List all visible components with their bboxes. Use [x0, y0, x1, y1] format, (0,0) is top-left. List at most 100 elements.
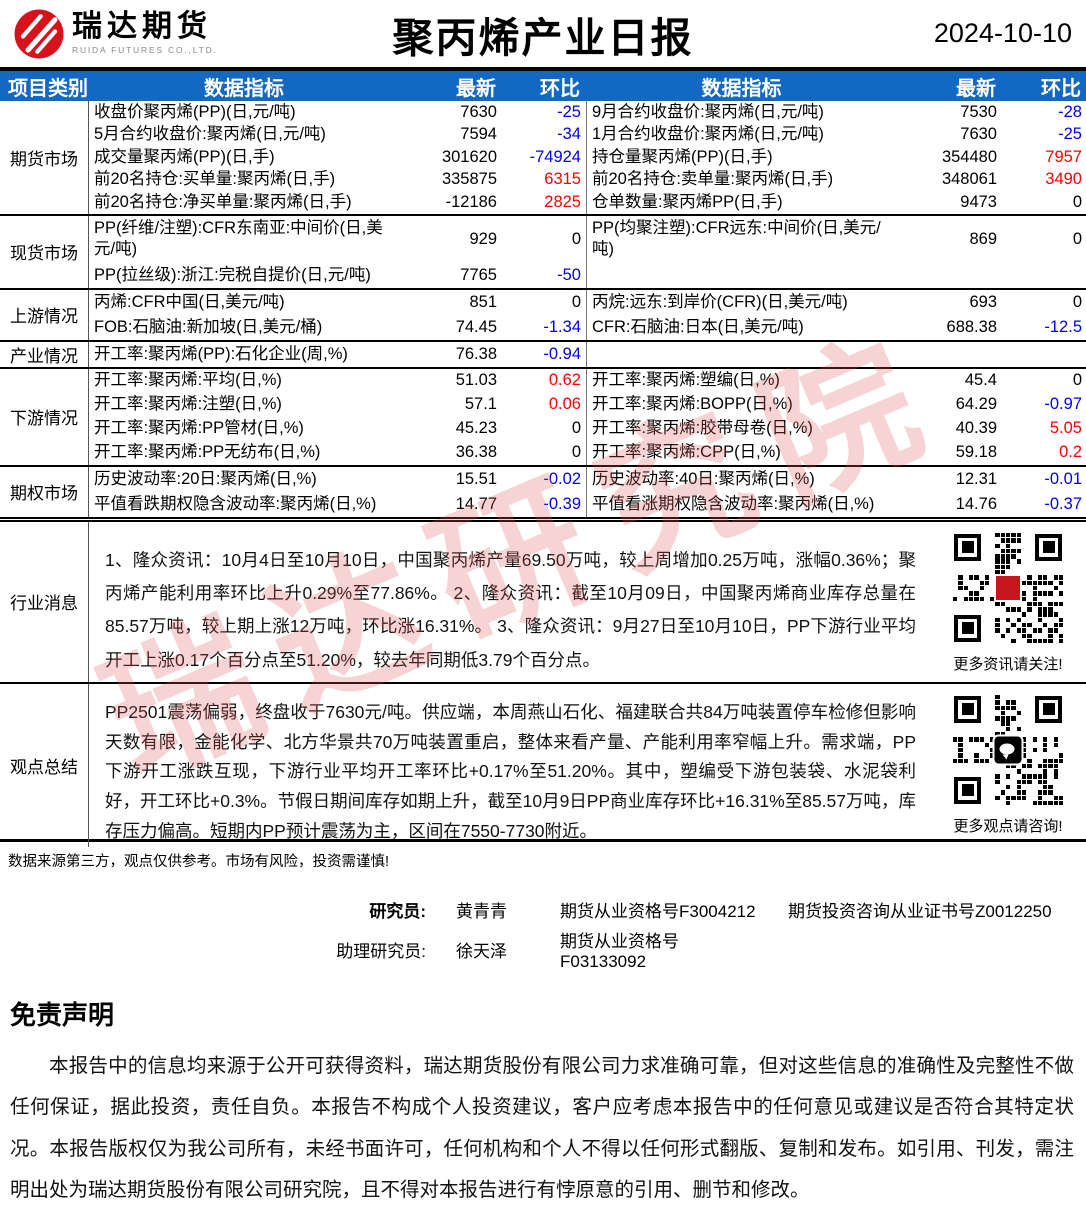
- table-row: 开工率:聚丙烯:PP管材(日,%) 45.23 0 开工率:聚丙烯:胶带母卷(日,%)…: [89, 416, 1086, 441]
- chg-cell: -34: [557, 125, 581, 144]
- chg-cell: -50: [557, 265, 581, 284]
- indicator-cell: [586, 262, 899, 288]
- assistant-row: 助理研究员: 徐天泽 期货从业资格号F03133092: [0, 927, 1086, 971]
- latest-cell: 688.38: [946, 317, 997, 336]
- latest-cell: 14.77: [455, 494, 497, 513]
- indicator-cell: 仓单数量:聚丙烯PP(日,手): [586, 191, 899, 214]
- category-label: 下游情况: [10, 409, 78, 429]
- assistant-name: 徐天泽: [456, 941, 507, 961]
- industry-news-text: 1、隆众资讯：10月4日至10月10日，中国聚丙烯产量69.50万吨，较上周增加…: [105, 549, 916, 670]
- latest-cell: 57.1: [464, 395, 497, 414]
- disclaimer-body: 本报告中的信息均来源于公开可获得资料，瑞达期货股份有限公司力求准确可靠，但对这些…: [10, 1054, 1074, 1201]
- researcher-cert: 期货从业资格号F3004212: [560, 902, 756, 922]
- qr-finder-icon: [1035, 695, 1062, 723]
- latest-cell: 40.39: [955, 419, 997, 438]
- ruida-badge-icon: [994, 573, 1022, 602]
- latest-cell: 76.38: [455, 344, 497, 363]
- indicator-cell: 收盘价聚丙烯(PP)(日,元/吨): [94, 102, 296, 121]
- latest-cell: [899, 263, 1009, 288]
- latest-cell: 335875: [441, 170, 497, 189]
- chg-cell: 0: [1072, 292, 1082, 311]
- chg-cell: -28: [1058, 102, 1082, 121]
- table-row: 成交量聚丙烯(PP)(日,手) 301620 -74924 持仓量聚丙烯(PP)(日,…: [89, 146, 1086, 169]
- indicator-cell: 前20名持仓:净买单量:聚丙烯(日,手): [94, 192, 352, 211]
- col-category: 项目类别: [8, 77, 88, 100]
- qr-caption: 更多观点请咨询!: [953, 817, 1063, 835]
- latest-cell: 693: [969, 292, 997, 311]
- section-upstream: 上游情况 丙烯:CFR中国(日,美元/吨) 851 0 丙烷:远东:到岸价(CFR)(…: [0, 289, 1086, 342]
- col-latest-left: 最新: [456, 77, 496, 100]
- indicator-cell: 开工率:聚丙烯:塑编(日,%): [586, 368, 899, 393]
- qr-finder-icon: [954, 614, 981, 642]
- section-downstream: 下游情况 开工率:聚丙烯:平均(日,%) 51.03 0.62 开工率:聚丙烯:塑编(…: [0, 368, 1086, 467]
- indicator-cell: 开工率:聚丙烯:平均(日,%): [94, 371, 282, 390]
- col-chg-left: 环比: [540, 77, 580, 100]
- section-industry-news: 行业消息 1、隆众资讯：10月4日至10月10日，中国聚丙烯产量69.50万吨，…: [0, 521, 1086, 684]
- table-row: 前20名持仓:买单量:聚丙烯(日,手) 335875 6315 前20名持仓:卖单量:…: [89, 168, 1086, 192]
- section-viewpoint-summary: 观点总结 PP2501震荡偏弱，终盘收于7630元/吨。供应端，本周燕山石化、福…: [0, 683, 1086, 847]
- table-row: 5月合约收盘价:聚丙烯(日,元/吨) 7594 -34 1月合约收盘价:聚丙烯(日,元…: [89, 123, 1086, 147]
- chg-cell: -0.37: [1044, 494, 1082, 513]
- latest-cell: 9473: [960, 192, 997, 211]
- latest-cell: 12.31: [955, 469, 997, 488]
- indicator-cell: 历史波动率:40日:聚丙烯(日,%): [586, 466, 899, 492]
- indicator-cell: 持仓量聚丙烯(PP)(日,手): [586, 146, 899, 169]
- latest-cell: 7630: [460, 102, 497, 121]
- chg-cell: -0.94: [543, 344, 581, 363]
- chg-cell: 6315: [544, 170, 581, 189]
- table-row: 历史波动率:20日:聚丙烯(日,%) 15.51 -0.02 历史波动率:40日:聚丙…: [89, 466, 1086, 492]
- indicator-cell: 平值看跌期权隐含波动率:聚丙烯(日,%): [94, 494, 377, 513]
- indicator-cell: 1月合约收盘价:聚丙烯(日,元/吨): [586, 123, 899, 147]
- chg-cell: 5.05: [1049, 419, 1082, 438]
- table-row: 收盘价聚丙烯(PP)(日,元/吨) 7630 -25 9月合约收盘价:聚丙烯(日,元/…: [89, 101, 1086, 124]
- chg-cell: 0: [571, 419, 581, 438]
- section-futures-market: 期货市场 收盘价聚丙烯(PP)(日,元/吨) 7630 -25 9月合约收盘价:聚丙烯…: [0, 101, 1086, 216]
- indicator-cell: FOB:石脑油:新加坡(日,美元/桶): [94, 317, 323, 336]
- qr-finder-icon: [954, 695, 981, 723]
- chg-cell: 0.06: [548, 395, 581, 414]
- latest-cell: 64.29: [955, 395, 997, 414]
- latest-cell: 51.03: [455, 371, 497, 390]
- table-row: 前20名持仓:净买单量:聚丙烯(日,手) -12186 2825 仓单数量:聚丙烯PP…: [89, 191, 1086, 214]
- indicator-cell: PP(拉丝级):浙江:完税自提价(日,元/吨): [94, 265, 371, 284]
- category-label: 期货市场: [10, 149, 78, 169]
- indicator-cell: [586, 341, 899, 367]
- latest-cell: 7765: [460, 265, 497, 284]
- table-row: PP(拉丝级):浙江:完税自提价(日,元/吨) 7765 -50: [89, 262, 1086, 288]
- logo-text-en: RUIDA FUTURES CO.,LTD.: [72, 45, 218, 55]
- chg-cell: -0.39: [543, 494, 581, 513]
- chg-cell: -12.5: [1044, 317, 1082, 336]
- indicator-cell: 开工率:聚丙烯:PP无纺布(日,%): [94, 443, 321, 462]
- chg-cell: 0: [571, 443, 581, 462]
- page-title: 聚丙烯产业日报: [392, 14, 694, 61]
- qr-finder-icon: [954, 776, 981, 804]
- indicator-cell: 平值看涨期权隐含波动率:聚丙烯(日,%): [586, 491, 899, 517]
- viewpoint-summary-text: PP2501震荡偏弱，终盘收于7630元/吨。供应端，本周燕山石化、福建联合共8…: [105, 701, 917, 841]
- indicator-cell: 开工率:聚丙烯:CPP(日,%): [586, 440, 899, 465]
- company-logo: 瑞达期货 RUIDA FUTURES CO.,LTD.: [0, 7, 300, 61]
- chg-cell: -25: [1058, 125, 1082, 144]
- assistant-cert: 期货从业资格号F03133092: [560, 931, 679, 971]
- section-industry: 产业情况 开工率:聚丙烯(PP):石化企业(周,%) 76.38 -0.94: [0, 341, 1086, 369]
- col-indicator-left: 数据指标: [204, 77, 284, 100]
- latest-cell: 348061: [941, 170, 997, 189]
- indicator-cell: PP(纤维/注塑):CFR东南亚:中间价(日,美元/吨): [94, 219, 383, 259]
- chg-cell: 0.2: [1059, 443, 1082, 462]
- col-indicator-right: 数据指标: [701, 77, 782, 100]
- section-spot-market: 现货市场 PP(纤维/注塑):CFR东南亚:中间价(日,美元/吨) 929 0 PP(…: [0, 215, 1086, 290]
- chg-cell: 0: [1072, 229, 1082, 248]
- category-label: 现货市场: [10, 244, 78, 264]
- qr-code: [952, 531, 1064, 644]
- latest-cell: 354480: [941, 147, 997, 166]
- category-label: 上游情况: [10, 307, 78, 327]
- col-chg-right: 环比: [1041, 77, 1081, 100]
- indicator-cell: 前20名持仓:买单量:聚丙烯(日,手): [94, 170, 336, 189]
- indicator-cell: 开工率:聚丙烯(PP):石化企业(周,%): [94, 344, 348, 363]
- indicator-cell: CFR:石脑油:日本(日,美元/吨): [586, 314, 899, 340]
- chg-cell: [1009, 342, 1086, 367]
- chg-cell: 0.62: [548, 371, 581, 390]
- chg-cell: 0: [571, 229, 581, 248]
- indicator-cell: 历史波动率:20日:聚丙烯(日,%): [94, 469, 317, 488]
- category-label: 行业消息: [10, 594, 78, 614]
- indicator-cell: 5月合约收盘价:聚丙烯(日,元/吨): [94, 125, 326, 144]
